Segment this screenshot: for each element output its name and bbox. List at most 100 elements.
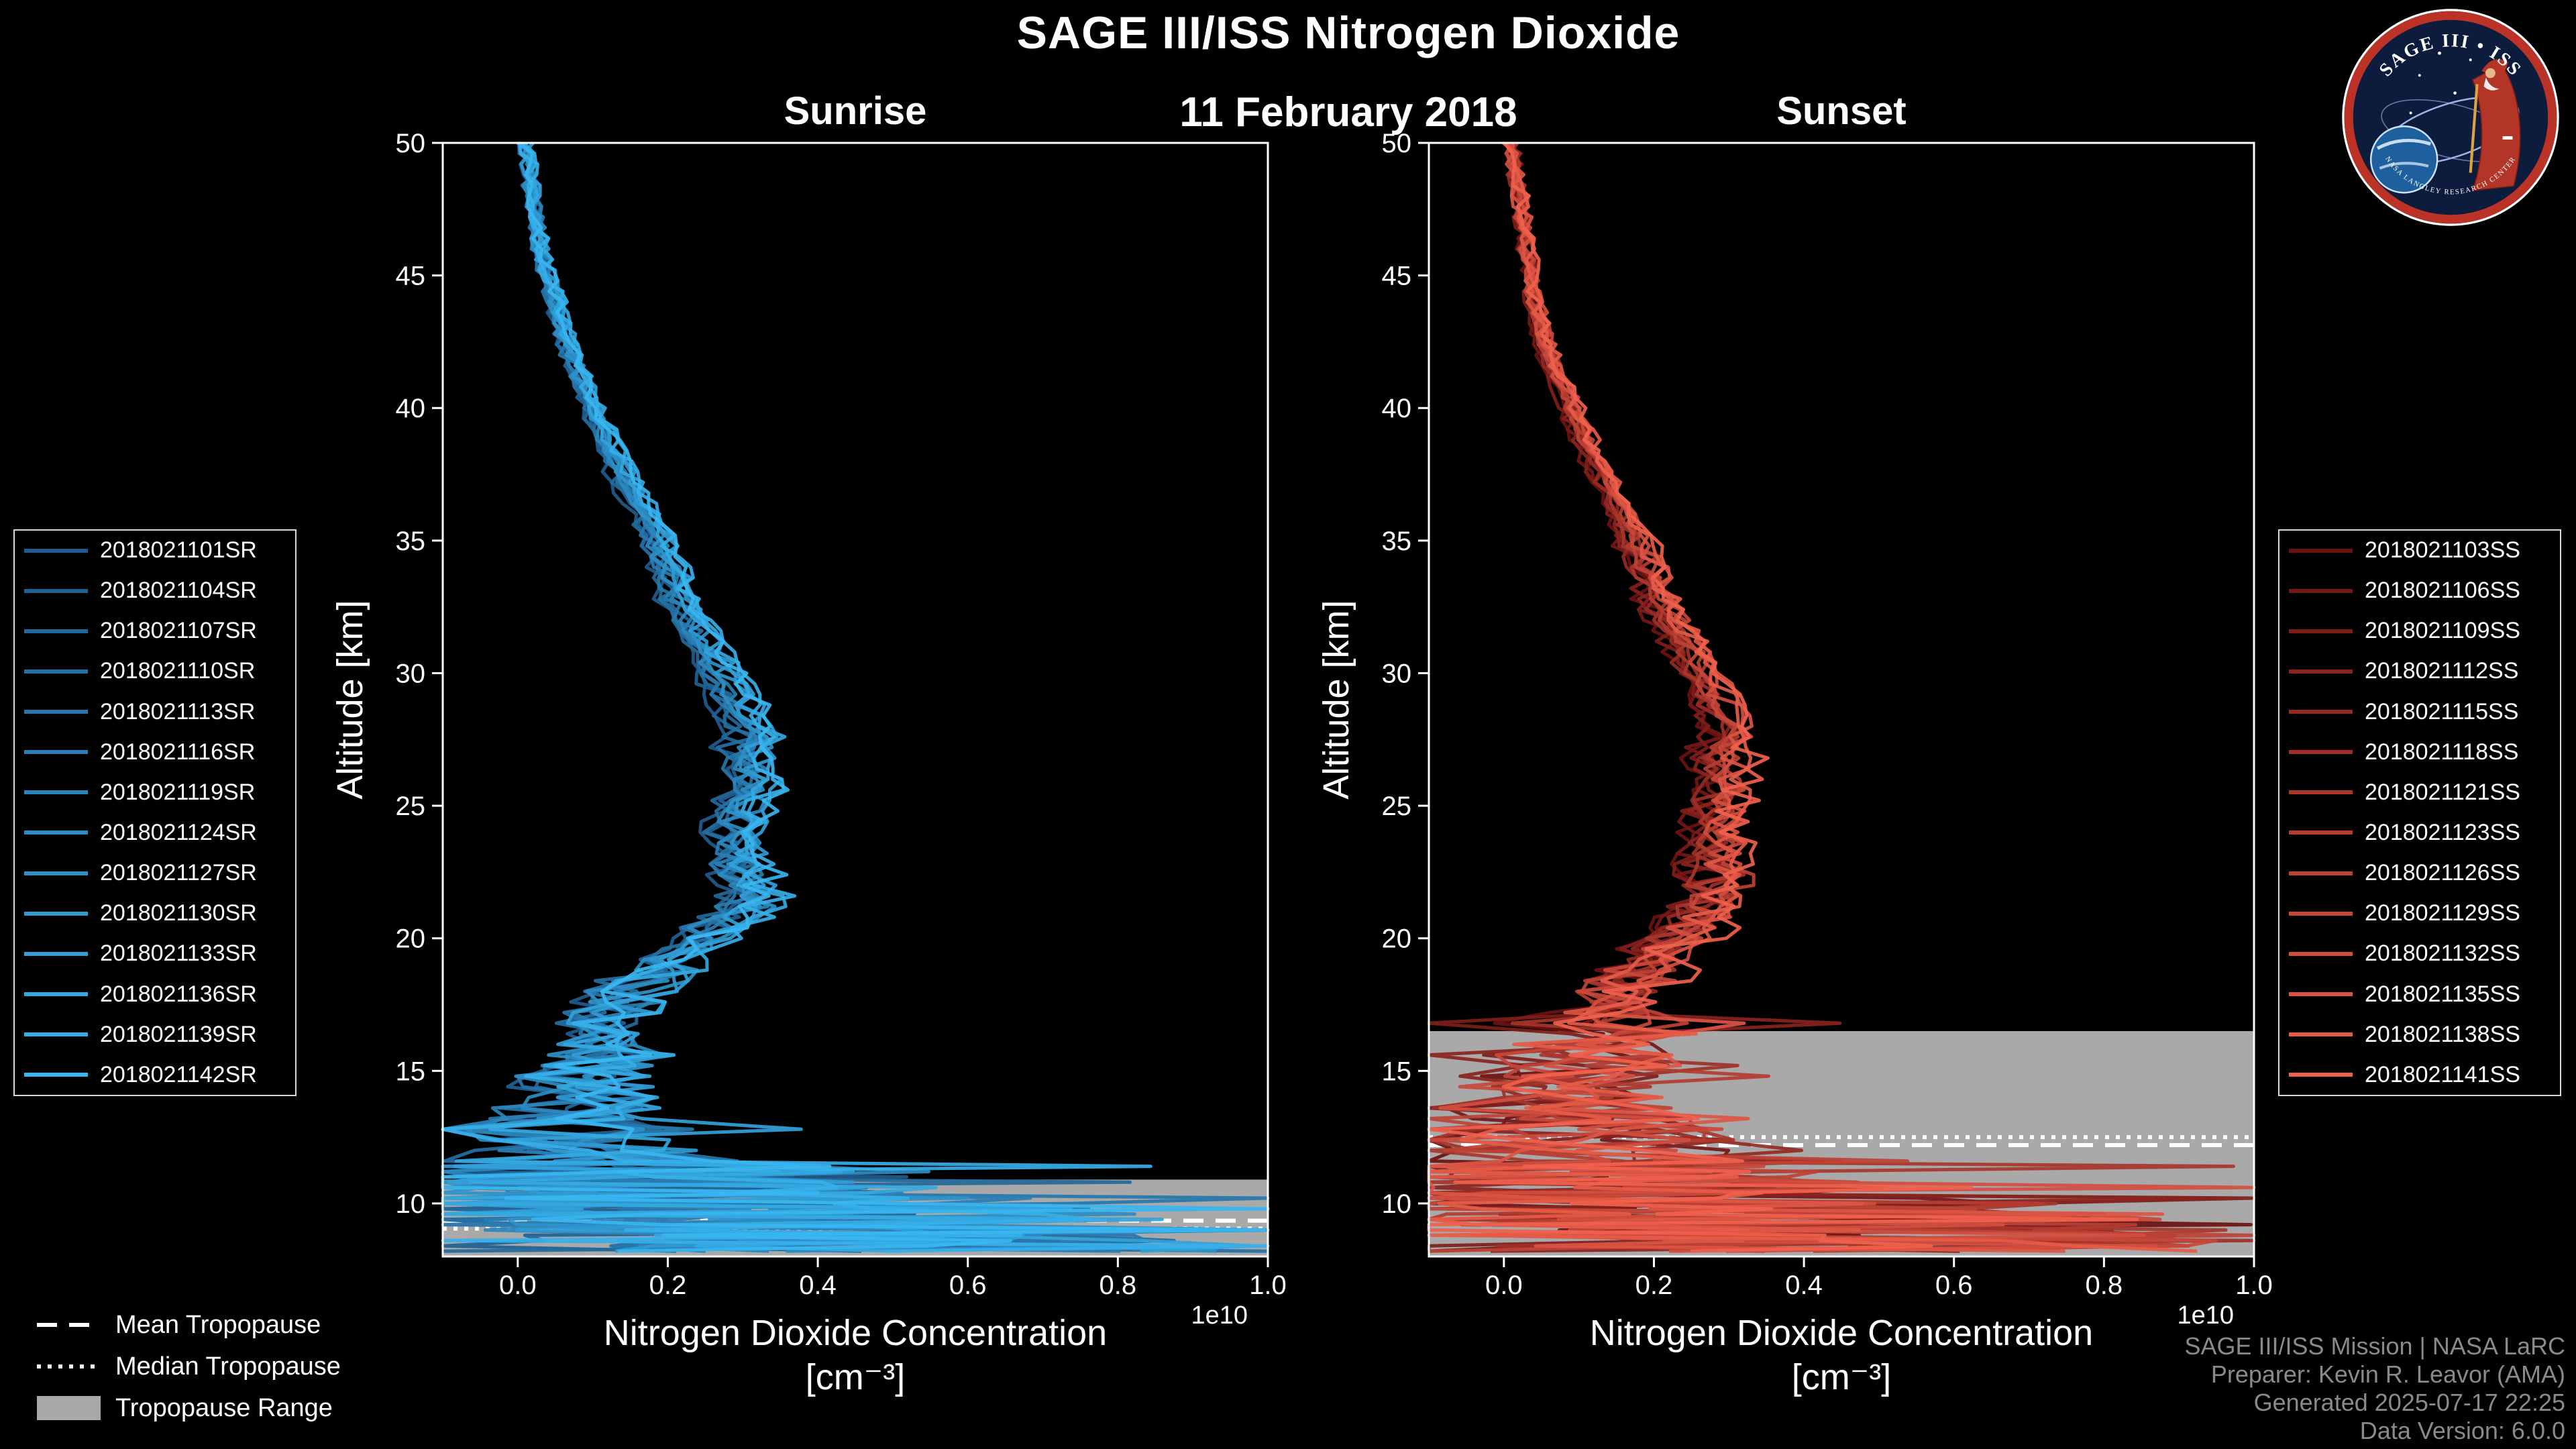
x-tick-label: 0.4: [799, 1271, 837, 1300]
profile-line-2018021138SS: [1427, 142, 2198, 1253]
y-tick-label: 50: [396, 129, 426, 158]
iss-icon: [2502, 136, 2513, 140]
x-axis-label: Nitrogen Dioxide Concentration: [1590, 1313, 2093, 1353]
legend-item: 2018021104SR: [24, 578, 286, 604]
legend-item-label: 2018021124SR: [100, 819, 257, 845]
legend-line-sample: [24, 669, 88, 674]
y-tick-label: 10: [396, 1189, 426, 1219]
legend-line-sample: [24, 710, 88, 714]
legend-item-label: 2018021119SR: [100, 779, 256, 805]
legend-item-label: 2018021109SS: [2365, 618, 2520, 644]
sunset-panel: 0.0 0.2 0.4 0.6 0.8 1.0 10 15 20 25 30 35 40 45 50 Nitr…: [1316, 129, 2273, 1397]
legend-item-label: 2018021115SS: [2365, 698, 2519, 724]
legend-item: 2018021112SS: [2289, 658, 2551, 684]
legend-item-label: 2018021107SR: [100, 618, 257, 644]
legend-line-sample: [24, 1073, 88, 1077]
legend-item-label: 2018021135SS: [2365, 981, 2520, 1007]
legend-item: 2018021133SR: [24, 941, 286, 967]
legend-item: 2018021103SS: [2289, 537, 2551, 564]
credits-block: SAGE III/ISS Mission | NASA LaRC Prepare…: [2184, 1332, 2565, 1445]
axes-spines: [441, 142, 1269, 1258]
legend-item-label: 2018021110SR: [100, 658, 256, 684]
x-tick-label: 0.0: [499, 1271, 537, 1300]
x-axis-units-label: [cm⁻³]: [1792, 1357, 1891, 1397]
legend-item-label: 2018021139SR: [100, 1021, 257, 1047]
y-tick-label: 25: [396, 792, 426, 821]
legend-line-sample: [24, 830, 88, 835]
legend-line-sample: [24, 871, 88, 875]
axes-spines: [1428, 142, 2255, 1258]
legend-line-sample: [2289, 548, 2353, 553]
median-tropopause-legend-item: Median Tropopause: [37, 1351, 341, 1382]
legend-item: 2018021130SR: [24, 900, 286, 926]
legend-item: 2018021119SR: [24, 780, 286, 806]
main-title: SAGE III/ISS Nitrogen Dioxide: [1016, 7, 1680, 58]
credits-generated: Generated 2025-07-17 22:25: [2253, 1389, 2565, 1416]
y-tick-label: 45: [1382, 262, 1412, 291]
legend-item-label: 2018021126SS: [2365, 860, 2520, 886]
legend-line-sample: [2289, 588, 2353, 593]
sage-iss-logo-badge: SAGE III • ISS NASA LANGLEY RESEARCH CEN…: [2342, 9, 2559, 226]
x-tick-label: 0.2: [649, 1271, 687, 1300]
sage-face: [2485, 68, 2496, 78]
legend-line-sample: [2289, 750, 2353, 755]
tropopause-range-legend-item: Tropopause Range: [37, 1393, 341, 1424]
legend-item: 2018021132SS: [2289, 941, 2551, 967]
x-tick-label: 0.8: [1099, 1271, 1137, 1300]
mean-tropopause-label: Mean Tropopause: [115, 1310, 321, 1339]
legend-item-label: 2018021103SS: [2365, 537, 2520, 563]
sunset-legend: 2018021103SS 2018021106SS 2018021109SS 2018…: [2278, 529, 2561, 1096]
x-tick-label: 1.0: [2235, 1271, 2273, 1300]
y-tick-label: 35: [396, 527, 426, 556]
legend-item: 2018021124SR: [24, 820, 286, 846]
y-tick-label: 10: [1382, 1189, 1412, 1219]
legend-item: 2018021107SR: [24, 618, 286, 644]
legend-line-sample: [24, 911, 88, 916]
star-icon: [2418, 74, 2421, 77]
legend-item-label: 2018021112SS: [2365, 658, 2519, 684]
legend-item: 2018021139SR: [24, 1022, 286, 1048]
legend-item: 2018021129SS: [2289, 900, 2551, 926]
y-tick-label: 45: [396, 262, 426, 291]
sunrise-legend: 2018021101SR 2018021104SR 2018021107SR 2018…: [13, 529, 297, 1096]
x-tick-label: 0.4: [1785, 1271, 1823, 1300]
y-tick-label: 20: [1382, 924, 1412, 954]
sunset-panel-title: Sunset: [1776, 89, 1907, 133]
tropopause-legend: Mean Tropopause Median Tropopause Tropop…: [37, 1309, 341, 1424]
legend-item-label: 2018021101SR: [100, 537, 257, 563]
y-tick-label: 20: [396, 924, 426, 954]
x-axis-offset-label: 1e10: [1191, 1301, 1248, 1330]
legend-item: 2018021141SS: [2289, 1062, 2551, 1088]
legend-item: 2018021110SR: [24, 658, 286, 684]
legend-item-label: 2018021136SR: [100, 981, 257, 1007]
legend-item: 2018021136SR: [24, 981, 286, 1008]
earth-cloud-1: [2376, 138, 2432, 150]
logo-red-ring: [2344, 11, 2557, 224]
legend-line-sample: [24, 790, 88, 795]
credits-version: Data Version: 6.0.0: [2359, 1417, 2565, 1444]
legend-item: 2018021138SS: [2289, 1022, 2551, 1048]
gray-patch-sample: [37, 1396, 101, 1420]
sunrise-panel-title: Sunrise: [784, 89, 927, 133]
legend-item-label: 2018021127SR: [100, 860, 257, 886]
legend-line-sample: [2289, 951, 2353, 956]
legend-item-label: 2018021133SR: [100, 941, 257, 967]
x-tick-label: 0.6: [949, 1271, 987, 1300]
y-tick-label: 30: [1382, 659, 1412, 688]
star-icon: [2409, 111, 2412, 115]
legend-line-sample: [24, 548, 88, 553]
y-tick-label: 35: [1382, 527, 1412, 556]
star-icon: [2453, 91, 2457, 95]
legend-item-label: 2018021106SS: [2365, 578, 2520, 604]
sage-beard: [2483, 77, 2500, 91]
mean-tropopause-legend-item: Mean Tropopause: [37, 1309, 341, 1340]
legend-item-label: 2018021142SR: [100, 1061, 257, 1087]
legend-item: 2018021118SS: [2289, 739, 2551, 765]
legend-item: 2018021123SS: [2289, 820, 2551, 846]
profile-line-2018021106SS: [1427, 142, 2177, 1253]
legend-line-sample: [2289, 1032, 2353, 1037]
x-tick-label: 0.2: [1635, 1271, 1673, 1300]
legend-line-sample: [24, 992, 88, 997]
